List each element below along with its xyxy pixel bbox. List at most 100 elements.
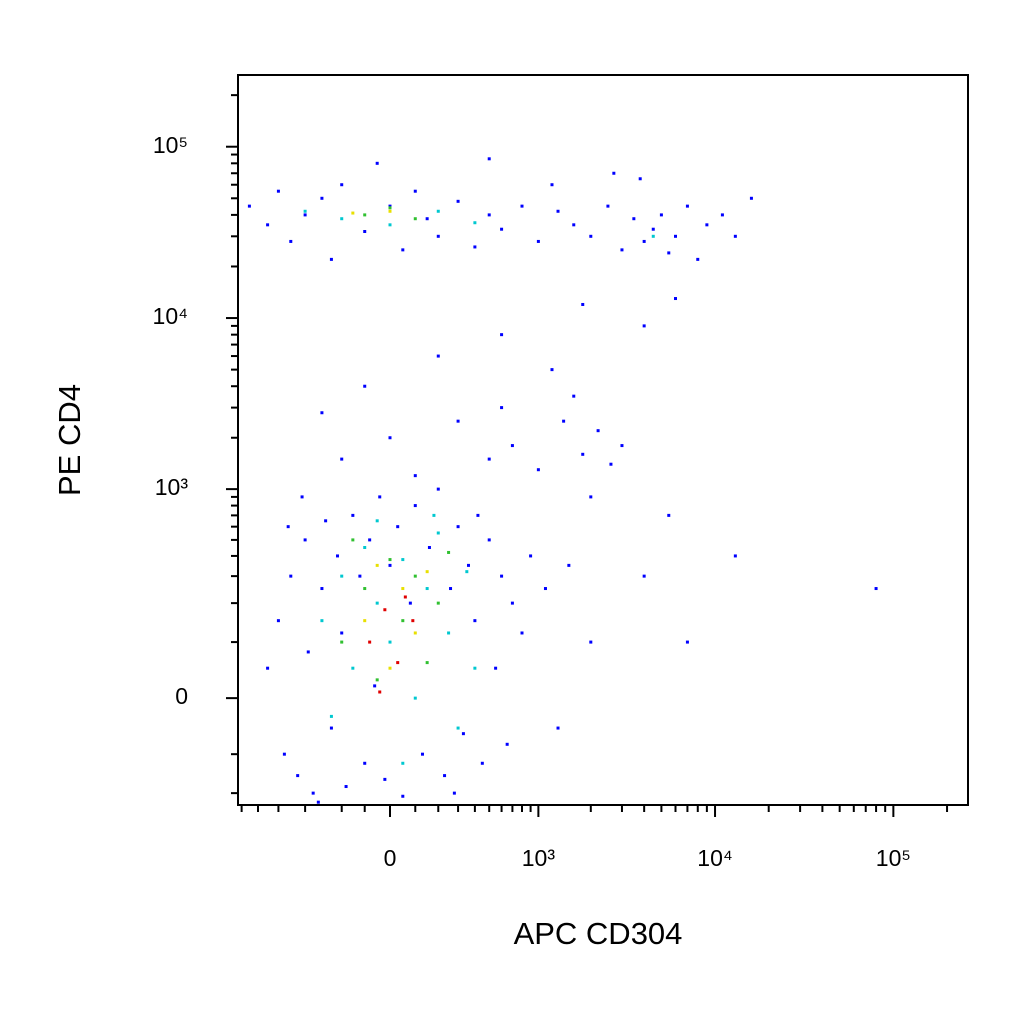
event-dot — [456, 726, 460, 730]
event-dot — [368, 640, 372, 644]
event-dot — [413, 217, 417, 221]
event-dot — [659, 213, 663, 217]
event-dot — [316, 800, 320, 804]
event-dot — [363, 619, 367, 623]
event-dot — [536, 468, 540, 472]
y-axis-title: PE CD4 — [52, 384, 87, 496]
event-dot — [432, 513, 436, 517]
event-dot — [449, 587, 453, 591]
event-dot — [452, 791, 456, 795]
event-dot — [303, 213, 307, 217]
event-dot — [363, 213, 367, 217]
event-dot — [473, 619, 477, 623]
event-dot — [358, 574, 362, 578]
event-dot — [320, 619, 324, 623]
event-dot — [447, 550, 451, 554]
event-dot — [413, 474, 417, 478]
event-dot — [425, 570, 429, 574]
event-dot — [413, 631, 417, 635]
event-dot — [425, 217, 429, 221]
event-dot — [685, 204, 689, 208]
event-dot — [473, 221, 477, 225]
event-dot — [456, 199, 460, 203]
event-dot — [388, 209, 392, 213]
event-dot — [436, 531, 440, 535]
event-dot — [320, 196, 324, 200]
event-dot — [329, 714, 333, 718]
event-dot — [413, 189, 417, 193]
event-dot — [589, 234, 593, 238]
event-dot — [536, 239, 540, 243]
event-dot — [324, 519, 328, 523]
event-dot — [874, 587, 878, 591]
event-dot — [733, 234, 737, 238]
event-dot — [388, 666, 392, 670]
event-dot — [303, 209, 307, 213]
event-dot — [320, 411, 324, 415]
event-dot — [383, 777, 387, 781]
event-dot — [396, 661, 400, 665]
event-dot — [363, 546, 367, 550]
event-dot — [612, 171, 616, 175]
event-dot — [351, 513, 355, 517]
event-dot — [651, 227, 655, 231]
x-tick-label: 10⁴ — [697, 845, 732, 871]
event-dot — [651, 234, 655, 238]
event-dot — [510, 601, 514, 605]
event-dot — [320, 587, 324, 591]
event-dot — [425, 661, 429, 665]
event-dot — [674, 297, 678, 301]
event-dot — [276, 619, 280, 623]
event-dot — [581, 452, 585, 456]
event-dot — [487, 213, 491, 217]
event-dot — [529, 554, 533, 558]
x-tick-label: 10³ — [522, 845, 556, 871]
event-dot — [329, 257, 333, 261]
event-dot — [411, 619, 415, 623]
event-dot — [520, 204, 524, 208]
event-dot — [436, 234, 440, 238]
event-dot — [363, 230, 367, 234]
event-dot — [456, 419, 460, 423]
event-dot — [413, 696, 417, 700]
event-dot — [556, 726, 560, 730]
event-dot — [340, 631, 344, 635]
event-dot — [696, 257, 700, 261]
event-dot — [550, 368, 554, 372]
event-dot — [289, 239, 293, 243]
event-dot — [500, 227, 504, 231]
event-dot — [388, 206, 392, 210]
event-dot — [749, 196, 753, 200]
event-dot — [351, 666, 355, 670]
event-dot — [465, 570, 469, 574]
event-dot — [378, 495, 382, 499]
event-dot — [609, 462, 613, 466]
event-dot — [480, 761, 484, 765]
event-dot — [401, 794, 405, 798]
event-dot — [373, 684, 377, 688]
event-dot — [413, 574, 417, 578]
event-dot — [466, 563, 470, 567]
event-dot — [336, 554, 340, 558]
event-dot — [720, 213, 724, 217]
event-dot — [685, 640, 689, 644]
event-dot — [520, 631, 524, 635]
event-dot — [500, 406, 504, 410]
x-axis-title: APC CD304 — [514, 916, 683, 951]
event-dot — [461, 732, 465, 736]
event-dot — [705, 223, 709, 227]
event-dot — [311, 791, 315, 795]
event-dot — [487, 457, 491, 461]
event-dot — [589, 640, 593, 644]
event-dot — [363, 761, 367, 765]
event-dot — [375, 519, 379, 523]
event-dot — [487, 538, 491, 542]
event-dot — [401, 587, 405, 591]
event-dot — [296, 774, 300, 778]
event-dot — [388, 436, 392, 440]
y-tick-label: 10³ — [155, 474, 189, 500]
event-dot — [642, 239, 646, 243]
event-dot — [473, 245, 477, 249]
event-dot — [340, 640, 344, 644]
